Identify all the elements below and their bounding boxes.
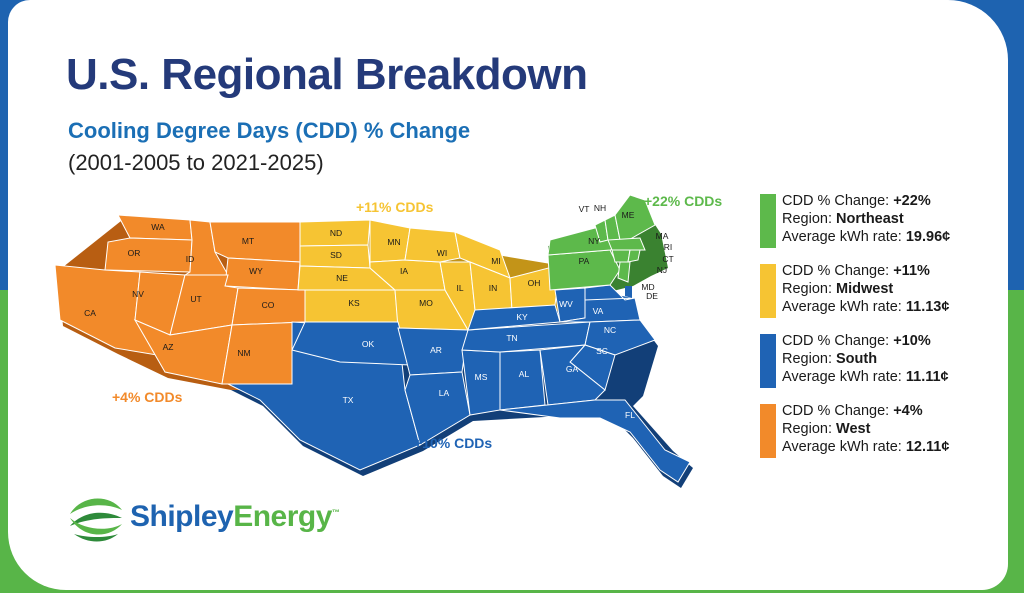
callout-northeast: +22% CDDs bbox=[644, 193, 722, 209]
legend-item-midwest: CDD % Change: +11% Region: Midwest Avera… bbox=[760, 262, 1000, 332]
svg-text:MN: MN bbox=[387, 237, 400, 247]
brand-wordmark: ShipleyEnergy™ bbox=[130, 500, 340, 533]
svg-text:VA: VA bbox=[593, 306, 604, 316]
page-title: U.S. Regional Breakdown bbox=[66, 50, 588, 99]
legend-text: CDD % Change: +22% Region: Northeast Ave… bbox=[782, 193, 951, 245]
legend-text: CDD % Change: +4% Region: West Average k… bbox=[782, 403, 950, 455]
state-tn bbox=[461, 321, 591, 353]
svg-text:IL: IL bbox=[456, 283, 463, 293]
svg-text:MA: MA bbox=[656, 231, 669, 241]
svg-text:OK: OK bbox=[362, 339, 375, 349]
svg-text:CA: CA bbox=[84, 308, 96, 318]
svg-text:MO: MO bbox=[419, 298, 433, 308]
svg-text:VT: VT bbox=[579, 204, 590, 214]
shipley-logo-icon bbox=[70, 498, 122, 542]
svg-text:NJ: NJ bbox=[657, 265, 667, 275]
legend-swatch bbox=[760, 334, 776, 388]
svg-text:UT: UT bbox=[190, 294, 201, 304]
svg-text:IA: IA bbox=[400, 266, 408, 276]
svg-text:MI: MI bbox=[491, 256, 500, 266]
legend-text: CDD % Change: +10% Region: South Average… bbox=[782, 333, 949, 385]
state-ct bbox=[611, 249, 631, 263]
region-west bbox=[54, 214, 306, 385]
svg-text:WI: WI bbox=[437, 248, 447, 258]
svg-text:NC: NC bbox=[604, 325, 616, 335]
region-legend: CDD % Change: +22% Region: Northeast Ave… bbox=[760, 192, 1000, 472]
svg-text:GA: GA bbox=[566, 364, 579, 374]
date-range: (2001-2005 to 2021-2025) bbox=[68, 150, 324, 175]
svg-text:WA: WA bbox=[151, 222, 165, 232]
region-midwest bbox=[297, 219, 561, 332]
legend-swatch bbox=[760, 264, 776, 318]
state-nj bbox=[617, 261, 631, 283]
svg-text:IN: IN bbox=[489, 283, 498, 293]
legend-text: CDD % Change: +11% Region: Midwest Avera… bbox=[782, 263, 950, 315]
svg-text:PA: PA bbox=[579, 256, 590, 266]
page-subtitle: Cooling Degree Days (CDD) % Change bbox=[68, 118, 471, 143]
svg-text:SD: SD bbox=[330, 250, 342, 260]
svg-text:OH: OH bbox=[528, 278, 541, 288]
state-de bbox=[625, 286, 632, 298]
legend-item-west: CDD % Change: +4% Region: West Average k… bbox=[760, 402, 1000, 472]
svg-text:TX: TX bbox=[343, 395, 354, 405]
svg-text:RI: RI bbox=[664, 242, 673, 252]
svg-text:MS: MS bbox=[475, 372, 488, 382]
legend-swatch bbox=[760, 404, 776, 458]
svg-text:MT: MT bbox=[242, 236, 254, 246]
svg-text:ND: ND bbox=[330, 228, 342, 238]
svg-text:NH: NH bbox=[594, 203, 606, 213]
svg-text:WV: WV bbox=[559, 299, 573, 309]
svg-text:NY: NY bbox=[588, 236, 600, 246]
state-mt bbox=[209, 221, 301, 263]
state-la bbox=[404, 371, 471, 446]
svg-text:NV: NV bbox=[132, 289, 144, 299]
legend-item-south: CDD % Change: +10% Region: South Average… bbox=[760, 332, 1000, 402]
svg-text:AL: AL bbox=[519, 369, 530, 379]
state-ok bbox=[291, 321, 411, 366]
svg-text:KY: KY bbox=[516, 312, 528, 322]
svg-text:KS: KS bbox=[348, 298, 360, 308]
svg-text:NE: NE bbox=[336, 273, 348, 283]
state-fl bbox=[499, 399, 691, 483]
state-al bbox=[499, 349, 546, 411]
svg-text:CT: CT bbox=[662, 254, 673, 264]
svg-text:AR: AR bbox=[430, 345, 442, 355]
svg-text:ID: ID bbox=[186, 254, 195, 264]
svg-text:SC: SC bbox=[596, 346, 608, 356]
svg-text:MD: MD bbox=[641, 282, 654, 292]
callout-south: +10% CDDs bbox=[414, 435, 492, 451]
callout-west: +4% CDDs bbox=[112, 389, 183, 405]
legend-item-northeast: CDD % Change: +22% Region: Northeast Ave… bbox=[760, 192, 1000, 262]
svg-text:DE: DE bbox=[646, 291, 658, 301]
svg-text:TN: TN bbox=[506, 333, 517, 343]
svg-text:FL: FL bbox=[625, 410, 635, 420]
svg-text:ME: ME bbox=[622, 210, 635, 220]
us-region-map: WA OR CA NV ID MT WY UT CO AZ NM ND SD N… bbox=[54, 193, 722, 488]
state-ri bbox=[627, 249, 641, 263]
state-wi bbox=[404, 227, 461, 263]
svg-text:CO: CO bbox=[262, 300, 275, 310]
svg-text:WY: WY bbox=[249, 266, 263, 276]
region-northeast bbox=[547, 194, 656, 291]
callout-midwest: +11% CDDs bbox=[356, 199, 434, 215]
svg-text:OR: OR bbox=[128, 248, 141, 258]
state-ma bbox=[607, 237, 646, 251]
state-labels: WA OR CA NV ID MT WY UT CO AZ NM ND SD N… bbox=[84, 203, 674, 420]
region-south bbox=[227, 284, 691, 483]
state-or bbox=[104, 237, 193, 273]
svg-text:AZ: AZ bbox=[163, 342, 174, 352]
legend-swatch bbox=[760, 194, 776, 248]
svg-text:NM: NM bbox=[237, 348, 250, 358]
state-az bbox=[133, 318, 233, 385]
svg-text:LA: LA bbox=[439, 388, 450, 398]
